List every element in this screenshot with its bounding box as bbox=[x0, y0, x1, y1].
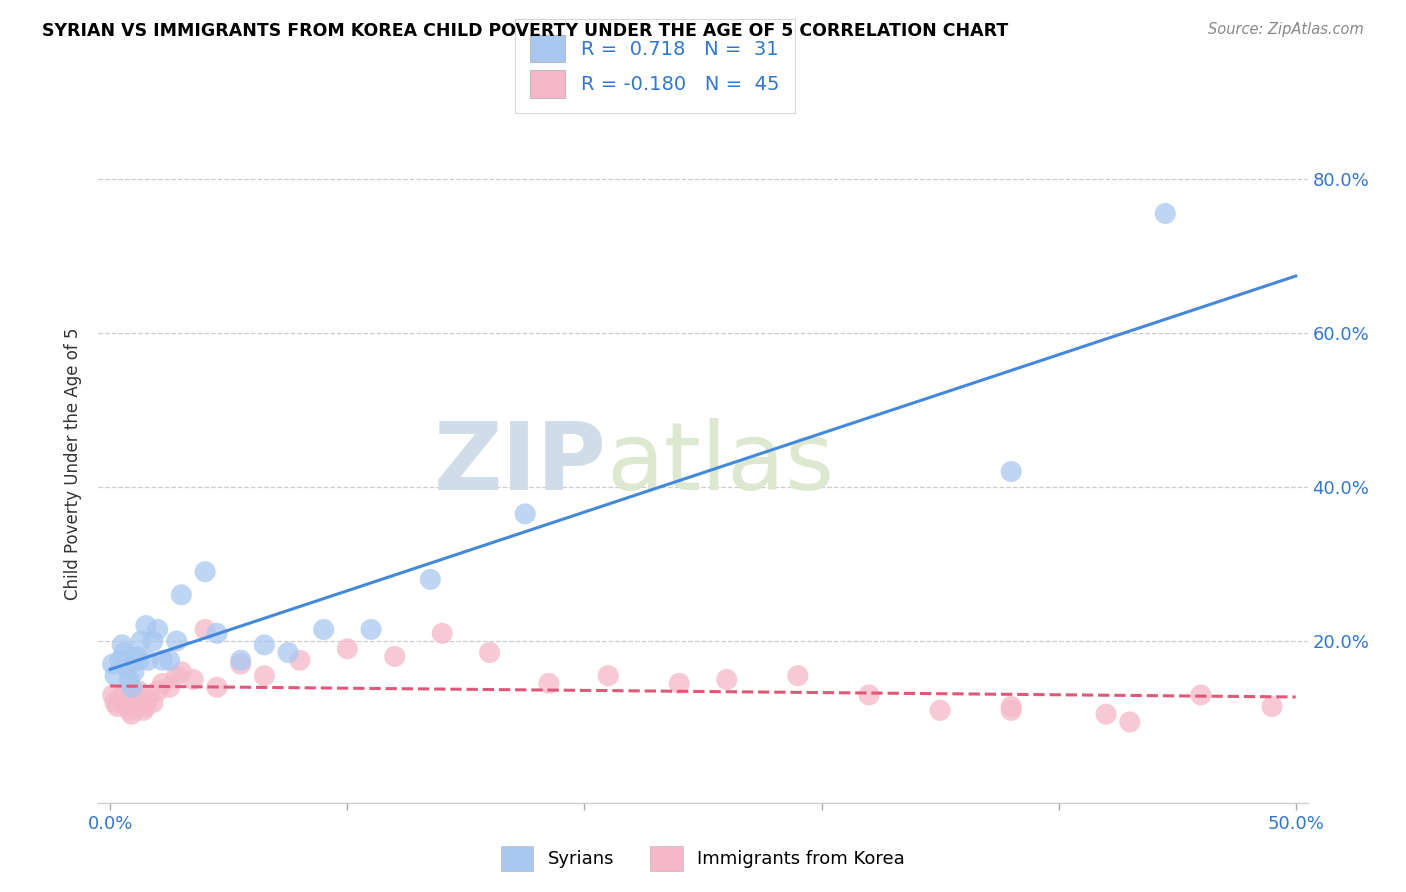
Point bbox=[129, 696, 152, 710]
Point bbox=[159, 653, 181, 667]
Point bbox=[929, 703, 952, 717]
Text: ZIP: ZIP bbox=[433, 417, 606, 510]
Point bbox=[253, 669, 276, 683]
Point bbox=[360, 623, 382, 637]
Point bbox=[132, 703, 155, 717]
Text: Source: ZipAtlas.com: Source: ZipAtlas.com bbox=[1208, 22, 1364, 37]
Point bbox=[114, 696, 136, 710]
Point bbox=[108, 691, 131, 706]
Legend: R =  0.718   N =  31, R = -0.180   N =  45: R = 0.718 N = 31, R = -0.180 N = 45 bbox=[515, 20, 794, 113]
Point bbox=[229, 657, 252, 672]
Point bbox=[384, 649, 406, 664]
Point bbox=[205, 626, 228, 640]
Point bbox=[515, 507, 537, 521]
Point bbox=[537, 676, 560, 690]
Point bbox=[277, 646, 299, 660]
Point bbox=[146, 623, 169, 637]
Point bbox=[170, 588, 193, 602]
Point bbox=[101, 688, 124, 702]
Point bbox=[716, 673, 738, 687]
Point bbox=[111, 638, 134, 652]
Point bbox=[142, 696, 165, 710]
Point bbox=[1154, 206, 1177, 220]
Point bbox=[229, 653, 252, 667]
Point bbox=[111, 688, 134, 702]
Point bbox=[152, 676, 174, 690]
Point bbox=[786, 669, 808, 683]
Point bbox=[101, 657, 124, 672]
Point bbox=[125, 688, 148, 702]
Y-axis label: Child Poverty Under the Age of 5: Child Poverty Under the Age of 5 bbox=[65, 327, 83, 600]
Text: SYRIAN VS IMMIGRANTS FROM KOREA CHILD POVERTY UNDER THE AGE OF 5 CORRELATION CHA: SYRIAN VS IMMIGRANTS FROM KOREA CHILD PO… bbox=[42, 22, 1008, 40]
Point bbox=[135, 699, 157, 714]
Point bbox=[152, 653, 174, 667]
Point bbox=[166, 669, 188, 683]
Point bbox=[128, 684, 150, 698]
Point bbox=[122, 691, 145, 706]
Point bbox=[194, 623, 217, 637]
Point bbox=[135, 618, 157, 632]
Point bbox=[598, 669, 620, 683]
Point bbox=[136, 691, 159, 706]
Point bbox=[1261, 699, 1284, 714]
Point bbox=[194, 565, 217, 579]
Point bbox=[205, 680, 228, 694]
Point bbox=[136, 653, 159, 667]
Point bbox=[146, 684, 169, 698]
Point bbox=[122, 665, 145, 679]
Point bbox=[181, 673, 204, 687]
Point bbox=[121, 680, 143, 694]
Point bbox=[288, 653, 311, 667]
Point bbox=[668, 676, 690, 690]
Point bbox=[121, 707, 143, 722]
Point bbox=[114, 646, 136, 660]
Point bbox=[1000, 703, 1022, 717]
Point bbox=[118, 673, 141, 687]
Legend: Syrians, Immigrants from Korea: Syrians, Immigrants from Korea bbox=[494, 838, 912, 879]
Point bbox=[159, 680, 181, 694]
Point bbox=[128, 653, 150, 667]
Point bbox=[312, 623, 335, 637]
Point bbox=[125, 649, 148, 664]
Point bbox=[858, 688, 880, 702]
Point bbox=[108, 653, 131, 667]
Point bbox=[104, 669, 127, 683]
Point bbox=[419, 573, 441, 587]
Point bbox=[115, 661, 138, 675]
Point bbox=[1189, 688, 1212, 702]
Point bbox=[115, 699, 138, 714]
Point bbox=[104, 696, 127, 710]
Point bbox=[1119, 714, 1142, 729]
Text: atlas: atlas bbox=[606, 417, 835, 510]
Point bbox=[105, 699, 128, 714]
Point bbox=[478, 646, 501, 660]
Point bbox=[1095, 707, 1118, 722]
Point bbox=[1000, 699, 1022, 714]
Point bbox=[166, 634, 188, 648]
Point bbox=[1000, 465, 1022, 479]
Point bbox=[129, 634, 152, 648]
Point bbox=[170, 665, 193, 679]
Point bbox=[253, 638, 276, 652]
Point bbox=[336, 641, 359, 656]
Point bbox=[142, 634, 165, 648]
Point bbox=[118, 703, 141, 717]
Point bbox=[432, 626, 454, 640]
